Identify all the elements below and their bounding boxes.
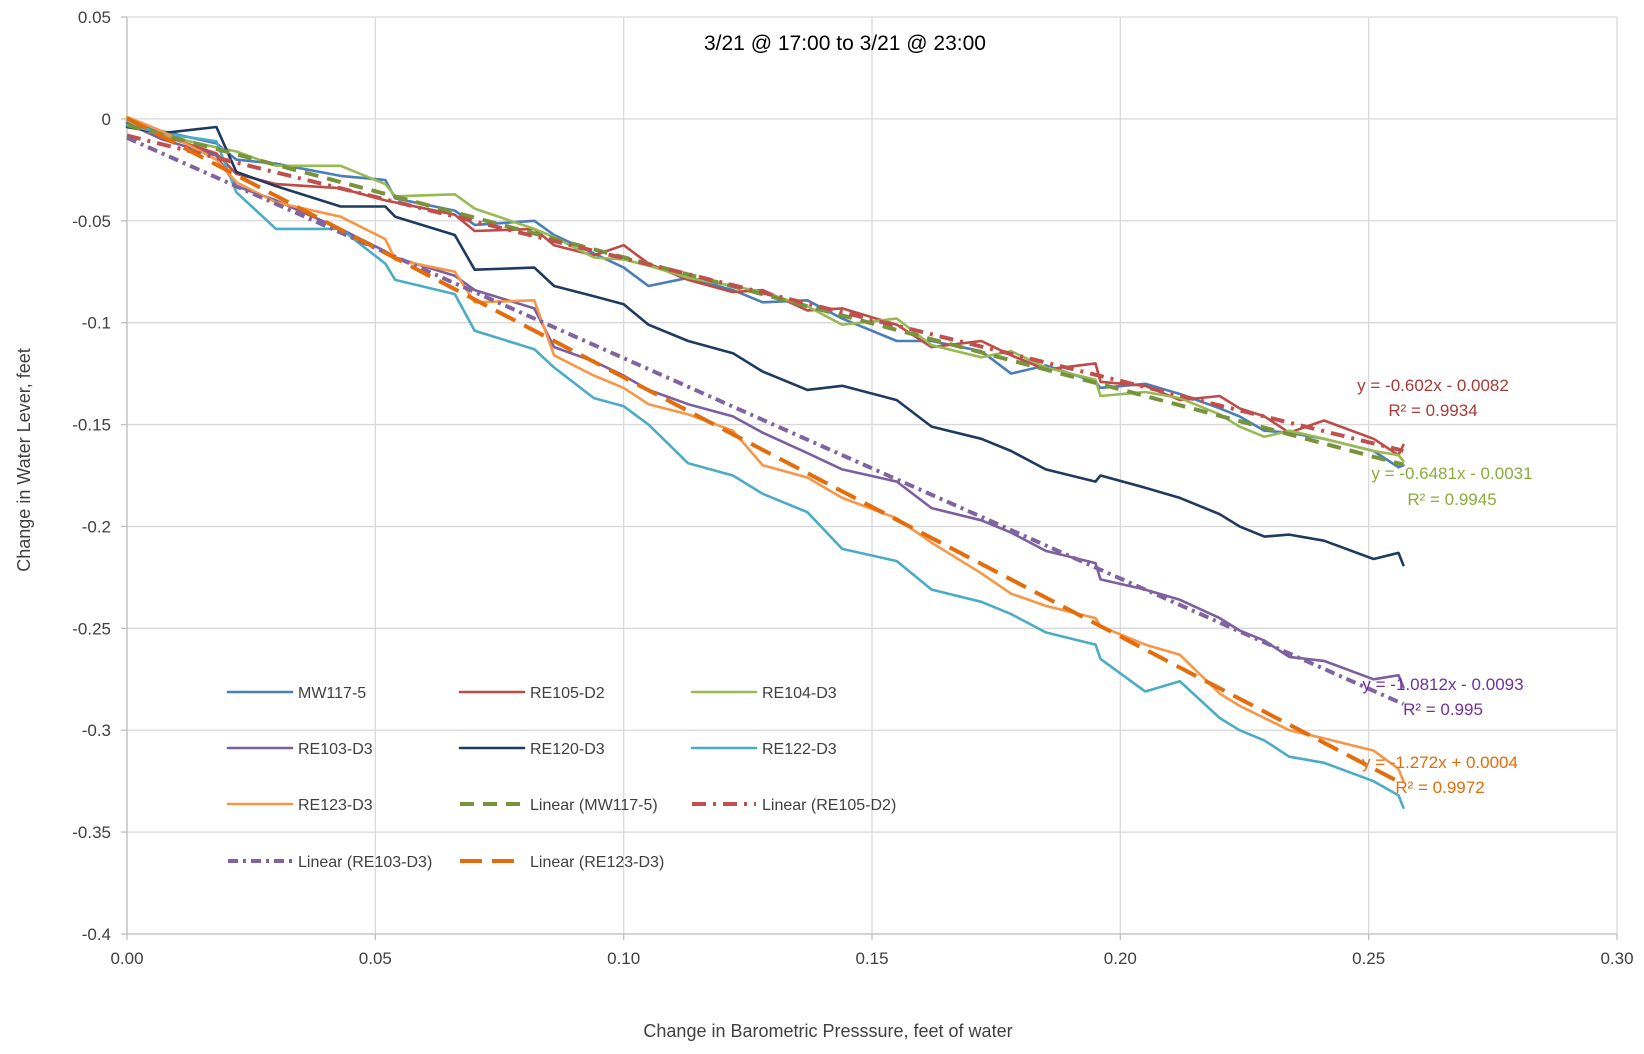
legend-label: MW117-5 [298, 685, 366, 702]
legend-label: RE123-D3 [298, 797, 373, 814]
y-tick-label: -0.3 [82, 721, 111, 740]
x-tick-label: 0.10 [607, 949, 640, 968]
y-tick-label: -0.1 [82, 314, 111, 333]
y-tick-label: -0.4 [82, 925, 111, 944]
trendline-r-squared: R² = 0.995 [1403, 700, 1483, 719]
series-line-mw117-5 [125, 121, 1405, 469]
trendline-r-squared: R² = 0.9934 [1388, 401, 1477, 420]
x-axis-title: Change in Barometric Presssure, feet of … [643, 1021, 1012, 1041]
y-tick-label: -0.15 [72, 416, 111, 435]
y-tick-label: -0.05 [72, 212, 111, 231]
series-line-linear-re103-d3 [126, 135, 1405, 706]
legend-label: RE122-D3 [762, 741, 837, 758]
x-tick-label: 0.00 [110, 949, 143, 968]
legend-label: Linear (MW117-5) [530, 797, 658, 814]
x-tick-label: 0.30 [1600, 949, 1633, 968]
series-line-re105-d2 [125, 121, 1405, 457]
y-tick-label: -0.25 [72, 619, 111, 638]
chart-title: 3/21 @ 17:00 to 3/21 @ 23:00 [704, 32, 986, 55]
trendline-equation: y = -1.272x + 0.0004 [1362, 753, 1518, 772]
series-line-linear-mw117-5 [126, 123, 1404, 467]
legend-label: Linear (RE105-D2) [762, 797, 896, 814]
y-tick-label: 0.05 [78, 8, 111, 27]
trendline-r-squared: R² = 0.9945 [1407, 490, 1496, 509]
trendline-equation: y = -0.6481x - 0.0031 [1371, 464, 1532, 483]
y-tick-label: 0 [102, 110, 111, 129]
legend-label: Linear (RE123-D3) [530, 854, 664, 871]
legend-label: RE103-D3 [298, 741, 373, 758]
y-axis-title: Change in Water Lever, feet [14, 348, 34, 571]
series-line-re123-d3 [125, 115, 1405, 783]
x-tick-label: 0.15 [855, 949, 888, 968]
x-tick-label: 0.25 [1352, 949, 1385, 968]
legend-label: Linear (RE103-D3) [298, 854, 432, 871]
axes: 0.05 0 -0.05 -0.1 -0.15 -0.2 -0.25 -0.3 -0.35 -0.… [72, 8, 1633, 968]
series-line-re122-d3 [125, 123, 1405, 810]
legend-label: RE104-D3 [762, 685, 837, 702]
series-line-linear-re123-d3 [126, 116, 1405, 786]
legend-label: RE105-D2 [530, 685, 605, 702]
y-tick-label: -0.2 [82, 517, 111, 536]
trendline-r-squared: R² = 0.9972 [1395, 778, 1484, 797]
series-line-re120-d3 [125, 125, 1405, 567]
legend: MW117-5 RE105-D2 RE104-D3 RE103-D3 RE120-D3 R… [226, 685, 896, 871]
x-tick-label: 0.05 [359, 949, 392, 968]
trendline-equations: y = -0.602x - 0.0082 R² = 0.9934 y = -0.64… [1357, 376, 1532, 797]
series-line-linear-re105-d2 [126, 133, 1404, 453]
legend-label: RE120-D3 [530, 741, 605, 758]
x-tick-label: 0.20 [1104, 949, 1137, 968]
trendline-equation: y = -1.0812x - 0.0093 [1362, 675, 1523, 694]
series-line-re104-d3 [125, 119, 1405, 463]
y-tick-label: -0.35 [72, 823, 111, 842]
series-lines [125, 115, 1405, 810]
trendline-equation: y = -0.602x - 0.0082 [1357, 376, 1509, 395]
